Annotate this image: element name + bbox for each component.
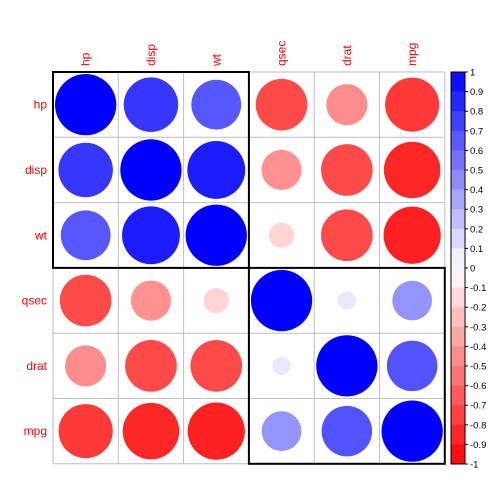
column-label-wt: wt [209,53,223,67]
corr-circle-drat-disp [125,340,177,392]
corr-circle-disp-drat [321,144,373,196]
corr-circle-disp-disp [120,139,182,201]
column-labels: hp disp wt qsec drat mpg [79,41,419,67]
corr-circle-mpg-qsec [261,411,302,452]
colorbar-segment [451,248,465,269]
column-label-disp: disp [144,44,158,66]
corr-circle-hp-mpg [385,77,440,132]
colorbar-tick-label: 0.5 [470,166,483,177]
corr-circle-hp-disp [123,77,179,132]
corr-circle-disp-hp [58,142,113,198]
colorbar-segment [451,287,465,308]
colorbar-tick-label: 0.6 [470,146,483,157]
colorbar-segment [451,405,465,426]
row-label-drat: drat [26,359,47,373]
row-labels: hp disp wt qsec drat mpg [22,98,48,438]
corr-circle-drat-mpg [386,340,438,392]
colorbar-tick-label: -0.6 [470,381,486,392]
corr-circle-disp-mpg [383,141,441,199]
color-legend: 1 0.9 0.8 0.7 0.6 0.5 0.4 0.3 0.2 0.1 0 -0.1 -0.2 -0.… [450,68,486,471]
colorbar-tick-label: 0.1 [470,244,483,255]
colorbar-tick-label: -0.5 [470,362,486,373]
corr-circle-hp-wt [191,79,242,130]
corr-circle-drat-qsec [272,356,291,376]
colorbar-segment [451,346,465,367]
colorbar-segment [451,326,465,347]
colorbar-segment [451,189,465,210]
colorbar-tick-label: -0.4 [470,342,486,353]
colorbar-tick-label: -0.9 [470,440,486,451]
colorbar-tick-label: -0.2 [470,303,486,314]
colorbar-tick-label: -0.7 [470,401,486,412]
cluster-rect-1 [52,71,250,269]
correlation-circles [55,74,443,462]
corr-circle-drat-wt [190,340,243,392]
row-label-mpg: mpg [24,424,47,438]
corr-circle-qsec-drat [337,291,357,310]
colorbar-tick-label: 1 [470,68,475,79]
column-label-mpg: mpg [405,43,419,66]
colorbar-tick-label: -0.8 [470,420,486,431]
cluster-rect-2 [247,266,446,465]
colorbar-segment [451,385,465,406]
corr-circle-drat-drat [316,335,378,397]
colorbar-segment [451,209,465,230]
corr-circle-hp-hp [55,74,117,136]
corr-circle-qsec-qsec [250,269,313,332]
colorbar-tick-label: 0.7 [470,126,483,137]
colorbar-tick-label: 0.2 [470,224,483,235]
corr-circle-disp-wt [187,141,246,199]
row-label-qsec: qsec [22,294,47,308]
corr-circle-qsec-hp [59,274,112,327]
colorbar-segment [451,307,465,328]
colorbar-segment [451,268,465,289]
corr-circle-wt-mpg [383,206,441,264]
corr-circle-hp-qsec [255,78,308,131]
colorbar-segment [451,228,465,249]
colorbar-tick-label: 0 [470,264,475,275]
corr-circle-mpg-disp [122,402,180,460]
colorbar-tick-label: -0.3 [470,322,486,333]
corr-circle-qsec-wt [203,287,229,314]
corr-circle-wt-hp [60,210,111,261]
colorbar-segment [451,170,465,191]
corr-circle-mpg-drat [321,405,373,457]
corr-circle-mpg-wt [187,402,245,460]
column-label-drat: drat [340,45,354,66]
colorbar-tick-label: -1 [470,460,478,471]
corr-circle-drat-hp [65,345,107,387]
colorbar-segment [451,111,465,132]
colorbar-tick-label: 0.8 [470,107,483,118]
colorbar-tick-label: 0.9 [470,87,483,98]
colorbar-segment [451,150,465,171]
corr-circle-disp-qsec [261,149,302,191]
row-label-hp: hp [34,98,48,112]
corr-circle-wt-wt [185,204,247,266]
corr-circle-qsec-mpg [392,280,433,321]
row-label-wt: wt [34,228,48,242]
corr-circle-mpg-mpg [381,400,443,462]
corr-circle-wt-disp [122,206,180,265]
corr-circle-wt-drat [321,209,373,262]
colorbar-tick-label: -0.1 [470,283,486,294]
corr-circle-mpg-hp [58,404,113,459]
colorbar-tick-label: 0.3 [470,205,483,216]
colorbar-segment [451,72,465,93]
corr-circle-qsec-disp [130,280,172,321]
colorbar-segment [451,91,465,112]
colorbar-segment [451,130,465,151]
column-label-qsec: qsec [275,41,289,66]
cluster-rectangles [52,71,446,465]
colorbar-segment [451,444,465,465]
corr-circle-wt-qsec [268,222,295,248]
colorbar-tick-label: 0.4 [470,185,483,196]
row-label-disp: disp [25,163,47,177]
corr-circle-hp-drat [326,84,368,126]
colorbar-segment [451,424,465,445]
column-label-hp: hp [79,52,93,66]
colorbar-segment [451,366,465,387]
